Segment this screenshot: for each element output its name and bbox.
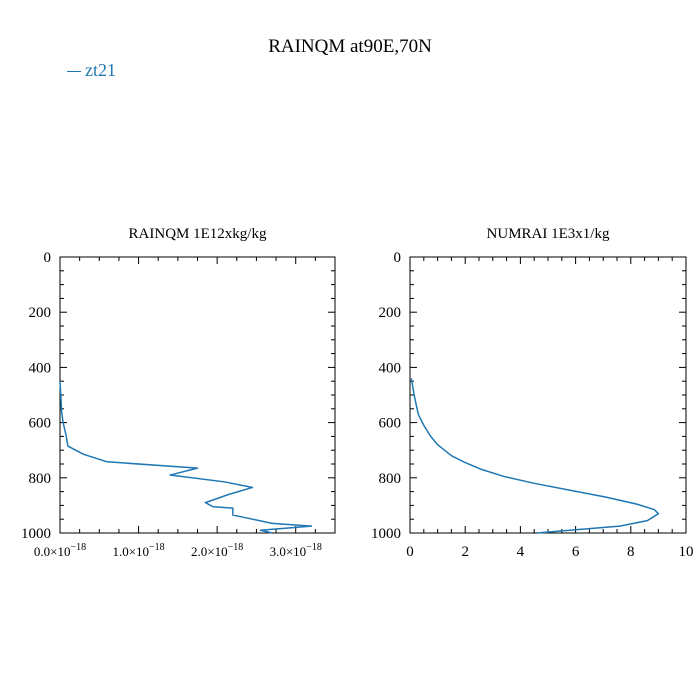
y-tick-label: 800 bbox=[29, 471, 52, 487]
x-tick-label: 4 bbox=[517, 544, 525, 560]
x-tick-label: 2.0×10−18 bbox=[191, 542, 243, 559]
chart-title: RAINQM 1E12xkg/kg bbox=[129, 226, 267, 242]
x-tick-label: 2 bbox=[461, 544, 469, 560]
x-tick-label: 8 bbox=[627, 544, 635, 560]
y-tick-label: 600 bbox=[379, 416, 402, 432]
plot-frame bbox=[409, 256, 687, 534]
legend-swatch bbox=[67, 71, 81, 73]
series-line-zt21 bbox=[59, 381, 313, 534]
y-tick-label: 1000 bbox=[371, 526, 401, 542]
chart-1: RAINQM 1E12xkg/kg 0 200 400 600 800 10000.0×10… bbox=[21, 226, 336, 559]
page-title: RAINQM at90E,70N bbox=[268, 36, 432, 57]
x-tick-label: 0 bbox=[406, 544, 414, 560]
legend: zt21 bbox=[67, 60, 116, 81]
y-tick-label: 800 bbox=[379, 471, 402, 487]
y-tick-label: 1000 bbox=[21, 526, 51, 542]
x-tick-label: 1.0×10−18 bbox=[112, 542, 164, 559]
y-tick-label: 600 bbox=[29, 416, 52, 432]
y-tick-label: 200 bbox=[29, 305, 52, 321]
chart-title: NUMRAI 1E3x1/kg bbox=[487, 226, 610, 242]
x-tick-label: 0.0×10−18 bbox=[34, 542, 86, 559]
y-tick-label: 200 bbox=[379, 305, 402, 321]
y-tick-label: 0 bbox=[44, 250, 52, 266]
y-tick-label: 400 bbox=[29, 360, 52, 376]
x-tick-label: 10 bbox=[679, 544, 694, 560]
plot-frame bbox=[59, 256, 336, 534]
y-tick-label: 400 bbox=[379, 360, 402, 376]
legend-label: zt21 bbox=[85, 60, 116, 80]
x-tick-label: 3.0×10−18 bbox=[270, 542, 322, 559]
chart-2: NUMRAI 1E3x1/kg 0 200 400 600 800 1000 0 2 4 6 8 10 bbox=[371, 226, 694, 560]
series-line-zt21 bbox=[410, 378, 660, 534]
x-tick-label: 6 bbox=[572, 544, 580, 560]
y-tick-label: 0 bbox=[394, 250, 402, 266]
